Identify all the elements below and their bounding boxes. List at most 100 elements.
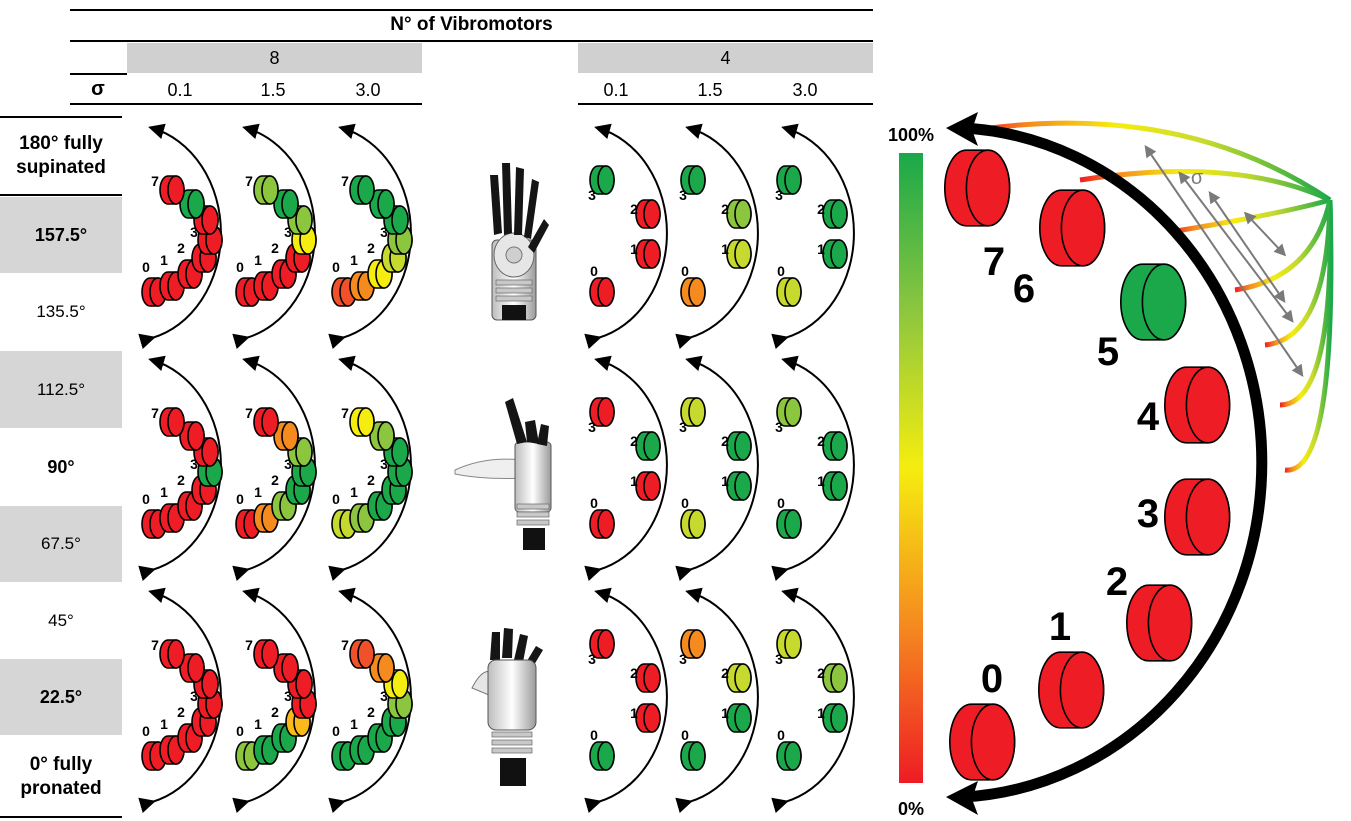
motor-2 (726, 199, 752, 229)
motor-2 (635, 663, 661, 693)
motor-2 (635, 431, 661, 461)
motor-number: 3 (190, 688, 198, 704)
motor-2 (635, 199, 661, 229)
sigma-arrow (1243, 211, 1287, 257)
sigma-rule-left (70, 73, 127, 75)
motor-number: 3 (284, 224, 292, 240)
motor-number: 3 (775, 187, 783, 203)
legend-motor-6 (1039, 189, 1106, 267)
row-label-45: 45° (48, 610, 74, 630)
panel-4-r1-c0: 0 1 2 3 (584, 355, 668, 582)
motor-number: 7 (151, 173, 159, 189)
motor-6 (179, 189, 205, 219)
panel-4-r0-c0: 0 1 2 3 (584, 123, 668, 350)
motor-number: 2 (817, 433, 825, 449)
motor-3 (589, 629, 615, 659)
motor-number: 1 (254, 484, 262, 500)
motor-1 (635, 471, 661, 501)
motor-5 (383, 205, 409, 235)
sigma-symbol: σ (91, 78, 105, 100)
motor-1 (822, 703, 848, 733)
gaussian-curve (1264, 199, 1333, 348)
neutral-hand (454, 398, 552, 550)
motor-3 (776, 397, 802, 427)
motor-3 (776, 629, 802, 659)
motor-number: 3 (679, 187, 687, 203)
group-8-label: 8 (269, 48, 280, 68)
motor-number: 3 (284, 688, 292, 704)
colorbar-bottom-label: 0% (898, 799, 924, 819)
legend-motor-2 (1126, 584, 1193, 662)
motor-number: 7 (245, 173, 253, 189)
row-rule-180 (0, 194, 122, 196)
motor-0 (589, 509, 615, 539)
motor-number: 7 (341, 637, 349, 653)
motor-7 (253, 175, 279, 205)
motor-number: 1 (721, 241, 729, 257)
motor-number: 1 (160, 484, 168, 500)
row-label-180: 180° fully supinated (16, 133, 106, 178)
group-8-header-bg (127, 43, 422, 73)
motor-number: 0 (236, 723, 244, 739)
gaussian-curve (1279, 199, 1333, 408)
motor-number: 7 (245, 405, 253, 421)
sigma-rule-8 (70, 103, 422, 105)
colorbar-top-label: 100% (888, 125, 934, 145)
motor-0 (776, 277, 802, 307)
motor-number: 3 (775, 651, 783, 667)
motor-number: 2 (721, 433, 729, 449)
legend-motor-number: 1 (1049, 605, 1071, 649)
group-4-header-bg (578, 43, 873, 73)
panel-4-r2-c2: 0 1 2 3 (771, 587, 855, 814)
motor-0 (589, 741, 615, 771)
motor-0 (331, 277, 357, 307)
motor-number: 2 (177, 704, 185, 720)
motor-number: 0 (332, 723, 340, 739)
motor-number: 2 (817, 665, 825, 681)
motor-0 (776, 741, 802, 771)
sigma-4-b: 1.5 (697, 80, 723, 100)
row-label-90: 90° (47, 456, 75, 477)
motor-number: 3 (679, 651, 687, 667)
motor-0 (680, 741, 706, 771)
motor-3 (776, 165, 802, 195)
gaussian-curve (1284, 199, 1334, 473)
panel-arc (584, 355, 668, 582)
motor-number: 7 (341, 173, 349, 189)
motor-0 (589, 277, 615, 307)
motor-number: 3 (284, 456, 292, 472)
motor-7 (159, 407, 185, 437)
motor-6 (273, 421, 299, 451)
motor-number: 0 (777, 263, 785, 279)
motor-number: 2 (630, 433, 638, 449)
motor-2 (726, 431, 752, 461)
panel-arc (584, 123, 668, 350)
panel-4-r2-c1: 0 1 2 3 (675, 587, 759, 814)
legend-motor-number: 6 (1013, 267, 1035, 311)
motor-number: 2 (367, 704, 375, 720)
motor-1 (822, 471, 848, 501)
motor-number: 2 (721, 665, 729, 681)
legend-arrow-top (946, 112, 978, 146)
motor-6 (179, 421, 205, 451)
motor-number: 1 (254, 716, 262, 732)
motor-number: 7 (151, 637, 159, 653)
legend-arc (963, 122, 1268, 803)
legend-arrow-bottom (946, 781, 978, 815)
motor-number: 3 (380, 688, 388, 704)
motor-2 (822, 199, 848, 229)
motor-1 (635, 239, 661, 269)
group-4-label: 4 (720, 48, 731, 68)
motor-number: 2 (271, 704, 279, 720)
panel-4-r1-c1: 0 1 2 3 (675, 355, 759, 582)
row-label-0: 0° fully pronated (20, 754, 102, 799)
legend-motor-number: 0 (981, 657, 1003, 701)
motor-3 (680, 629, 706, 659)
